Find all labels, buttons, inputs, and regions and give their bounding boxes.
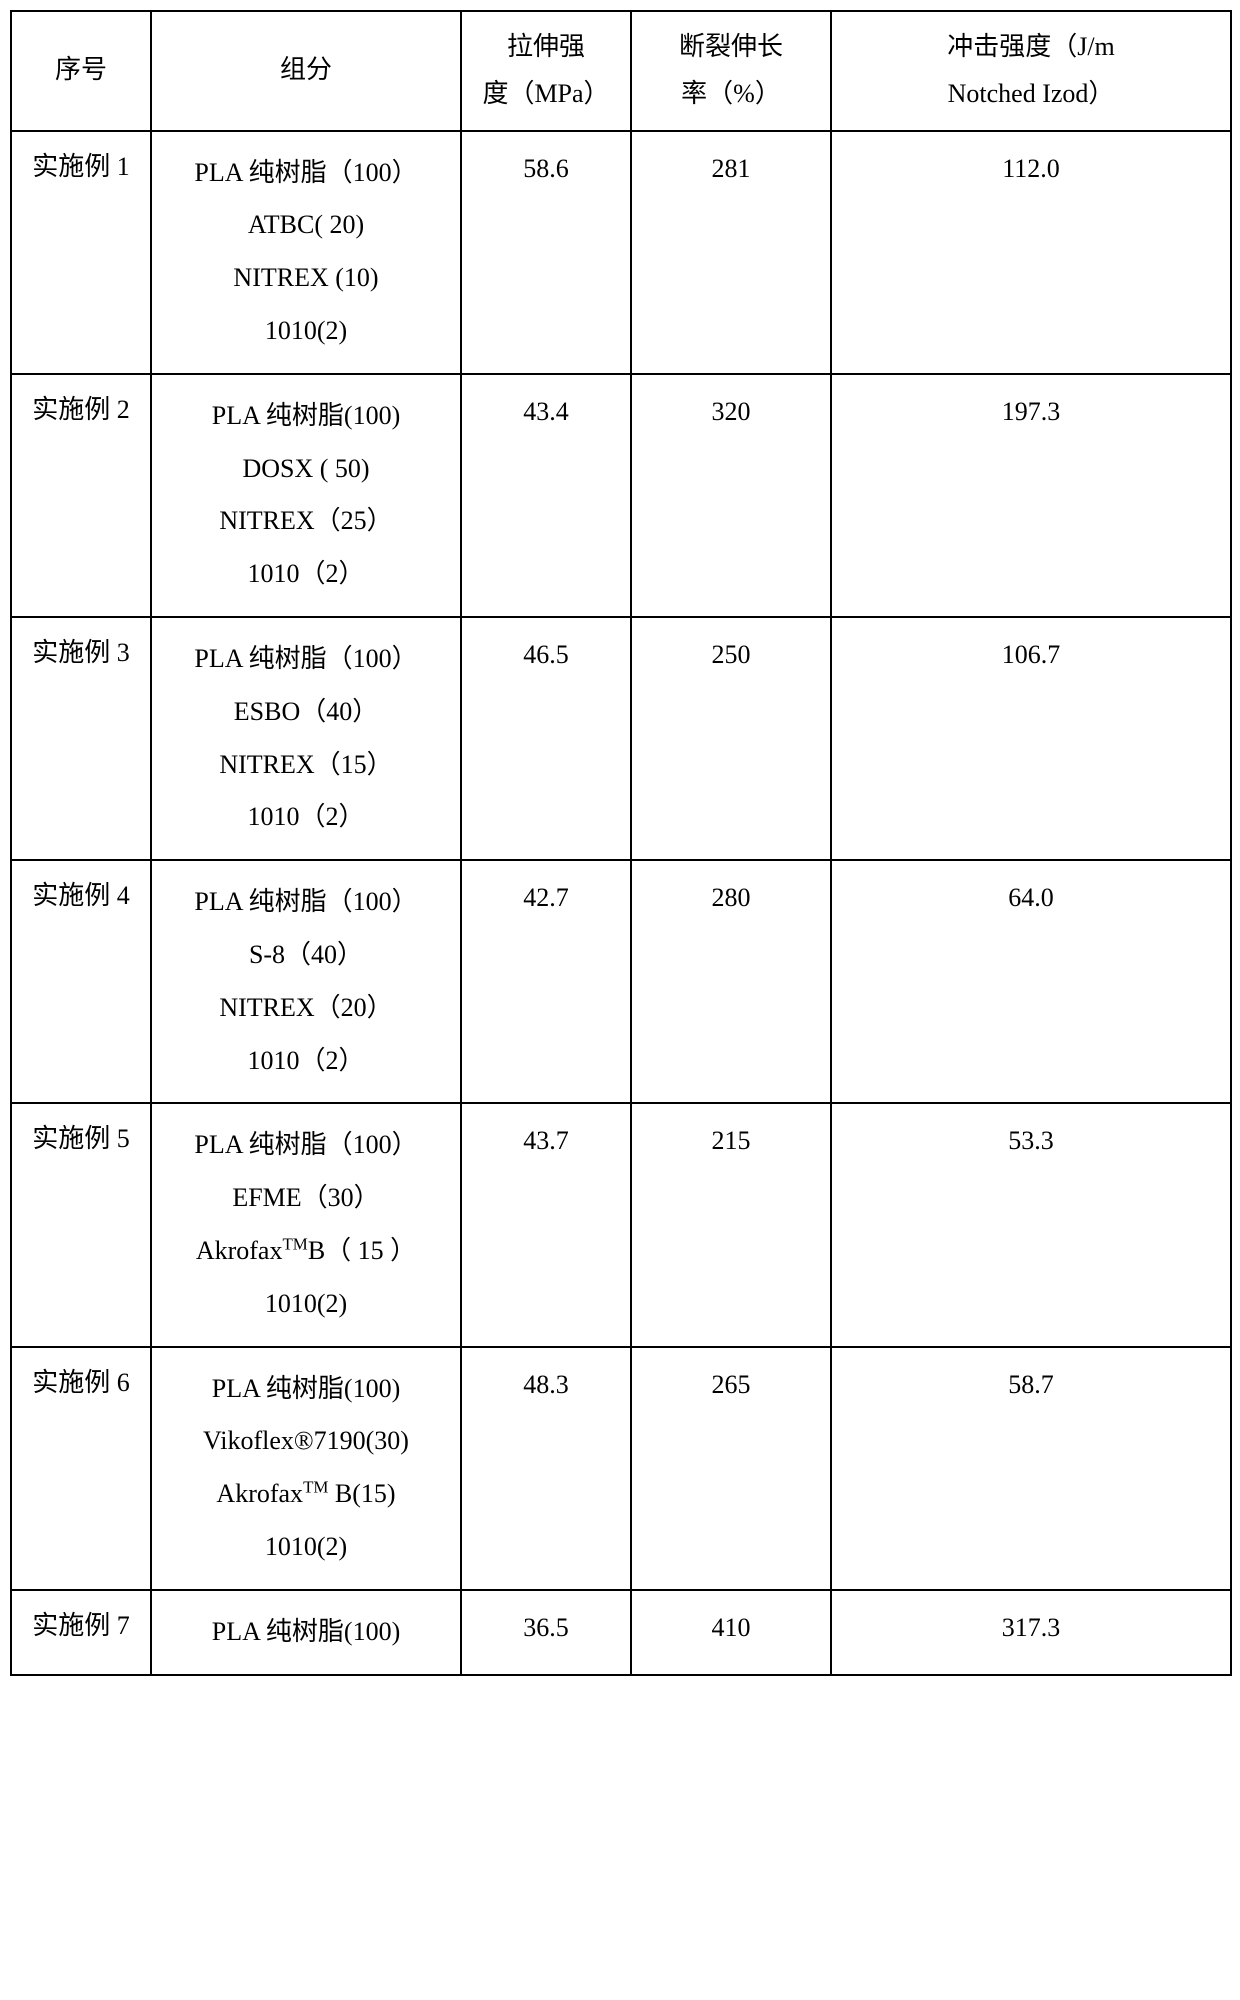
composition-line: PLA 纯树脂（100） — [160, 636, 452, 683]
cell-elong: 410 — [631, 1590, 831, 1675]
header-text: 序号 — [20, 47, 142, 94]
cell-composition: PLA 纯树脂（100） EFME（30） AkrofaxTMB（ 15 ） 1010… — [151, 1103, 461, 1346]
cell-imp: 197.3 — [831, 374, 1231, 617]
cell-composition: PLA 纯树脂(100) DOSX ( 50) NITREX（25） 1010（2） — [151, 374, 461, 617]
cell-seq: 实施例 1 — [11, 131, 151, 374]
cell-tens: 43.4 — [461, 374, 631, 617]
table-row: 实施例 1PLA 纯树脂（100） ATBC( 20) NITREX (10) 101… — [11, 131, 1231, 374]
table-row: 实施例 3PLA 纯树脂（100） ESBO（40） NITREX（15） 1010（… — [11, 617, 1231, 860]
cell-tens: 36.5 — [461, 1590, 631, 1675]
composition-line: 1010(2) — [160, 1281, 452, 1328]
table-row: 实施例 6PLA 纯树脂(100) Vikoflex®7190(30) Akrofa… — [11, 1347, 1231, 1590]
cell-elong: 280 — [631, 860, 831, 1103]
composition-line: ESBO（40） — [160, 689, 452, 736]
composition-line: PLA 纯树脂(100) — [160, 393, 452, 440]
cell-seq: 实施例 5 — [11, 1103, 151, 1346]
cell-tens: 46.5 — [461, 617, 631, 860]
header-text: 拉伸强 — [470, 24, 622, 71]
composition-line: AkrofaxTM B(15) — [160, 1471, 452, 1518]
tm-superscript: TM — [282, 1234, 307, 1253]
cell-imp: 64.0 — [831, 860, 1231, 1103]
composition-line: NITREX（20） — [160, 985, 452, 1032]
cell-tens: 48.3 — [461, 1347, 631, 1590]
composition-line: PLA 纯树脂（100） — [160, 150, 452, 197]
cell-elong: 265 — [631, 1347, 831, 1590]
col-header-tens: 拉伸强 度（MPa） — [461, 11, 631, 131]
cell-elong: 250 — [631, 617, 831, 860]
cell-tens: 58.6 — [461, 131, 631, 374]
table-row: 实施例 2PLA 纯树脂(100) DOSX ( 50) NITREX（25） 101… — [11, 374, 1231, 617]
header-text: 冲击强度（J/m — [840, 24, 1222, 71]
composition-line: NITREX (10) — [160, 255, 452, 302]
cell-composition: PLA 纯树脂（100） S-8（40） NITREX（20） 1010（2） — [151, 860, 461, 1103]
col-header-imp: 冲击强度（J/m Notched Izod） — [831, 11, 1231, 131]
data-table: 序号 组分 拉伸强 度（MPa） 断裂伸长 率（%） 冲击强度（J/m Notc… — [10, 10, 1232, 1676]
cell-seq: 实施例 2 — [11, 374, 151, 617]
composition-line: 1010（2） — [160, 551, 452, 598]
composition-line: 1010(2) — [160, 1524, 452, 1571]
composition-line: AkrofaxTMB（ 15 ） — [160, 1228, 452, 1275]
header-text: 率（%） — [640, 71, 822, 118]
composition-line: Vikoflex®7190(30) — [160, 1418, 452, 1465]
composition-line: 1010（2） — [160, 1038, 452, 1085]
composition-line: PLA 纯树脂（100） — [160, 879, 452, 926]
header-text: Notched Izod） — [840, 71, 1222, 118]
header-text: 度（MPa） — [470, 71, 622, 118]
header-text: 断裂伸长 — [640, 24, 822, 71]
cell-seq: 实施例 4 — [11, 860, 151, 1103]
cell-composition: PLA 纯树脂（100） ATBC( 20) NITREX (10) 1010(2) — [151, 131, 461, 374]
cell-imp: 317.3 — [831, 1590, 1231, 1675]
cell-imp: 112.0 — [831, 131, 1231, 374]
composition-line: DOSX ( 50) — [160, 446, 452, 493]
cell-composition: PLA 纯树脂（100） ESBO（40） NITREX（15） 1010（2） — [151, 617, 461, 860]
col-header-seq: 序号 — [11, 11, 151, 131]
table-row: 实施例 5PLA 纯树脂（100） EFME（30） AkrofaxTMB（ 15 … — [11, 1103, 1231, 1346]
composition-line: NITREX（15） — [160, 742, 452, 789]
table-row: 实施例 7PLA 纯树脂(100)36.5410317.3 — [11, 1590, 1231, 1675]
composition-line: PLA 纯树脂(100) — [160, 1609, 452, 1656]
composition-line: EFME（30） — [160, 1175, 452, 1222]
header-text: 组分 — [160, 47, 452, 94]
cell-seq: 实施例 6 — [11, 1347, 151, 1590]
col-header-comp: 组分 — [151, 11, 461, 131]
col-header-elong: 断裂伸长 率（%） — [631, 11, 831, 131]
cell-elong: 281 — [631, 131, 831, 374]
cell-seq: 实施例 3 — [11, 617, 151, 860]
tm-superscript: TM — [303, 1477, 328, 1496]
header-row: 序号 组分 拉伸强 度（MPa） 断裂伸长 率（%） 冲击强度（J/m Notc… — [11, 11, 1231, 131]
cell-elong: 320 — [631, 374, 831, 617]
cell-elong: 215 — [631, 1103, 831, 1346]
cell-tens: 43.7 — [461, 1103, 631, 1346]
composition-line: ATBC( 20) — [160, 202, 452, 249]
cell-composition: PLA 纯树脂(100) — [151, 1590, 461, 1675]
cell-composition: PLA 纯树脂(100) Vikoflex®7190(30) AkrofaxTM B… — [151, 1347, 461, 1590]
cell-seq: 实施例 7 — [11, 1590, 151, 1675]
composition-line: NITREX（25） — [160, 498, 452, 545]
composition-line: 1010（2） — [160, 794, 452, 841]
table-body: 实施例 1PLA 纯树脂（100）ATBC( 20)NITREX (10)101… — [11, 131, 1231, 1675]
composition-line: PLA 纯树脂（100） — [160, 1122, 452, 1169]
composition-line: PLA 纯树脂(100) — [160, 1366, 452, 1413]
composition-line: 1010(2) — [160, 308, 452, 355]
table-row: 实施例 4PLA 纯树脂（100） S-8（40） NITREX（20） 1010（2… — [11, 860, 1231, 1103]
composition-line: S-8（40） — [160, 932, 452, 979]
cell-imp: 53.3 — [831, 1103, 1231, 1346]
cell-imp: 58.7 — [831, 1347, 1231, 1590]
cell-imp: 106.7 — [831, 617, 1231, 860]
cell-tens: 42.7 — [461, 860, 631, 1103]
